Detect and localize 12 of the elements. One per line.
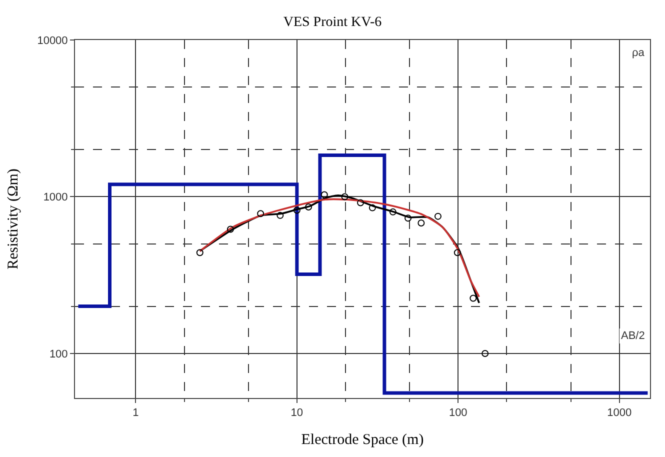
chart-title: VES Proint KV-6 bbox=[283, 14, 382, 30]
annotation: ρa bbox=[632, 47, 646, 59]
x-tick-label: 100 bbox=[448, 407, 468, 420]
y-tick-label: 1000 bbox=[43, 192, 68, 204]
y-axis-title: Resistivity (Ωm) bbox=[5, 168, 22, 270]
y-tick-label: 100 bbox=[49, 348, 68, 360]
x-tick-label: 1 bbox=[132, 407, 139, 420]
annotation: AB/2 bbox=[621, 330, 645, 342]
x-tick-label: 1000 bbox=[607, 407, 632, 420]
x-axis-title: Electrode Space (m) bbox=[301, 432, 424, 448]
x-tick-label: 10 bbox=[290, 407, 304, 420]
y-tick-label: 10000 bbox=[37, 34, 68, 47]
